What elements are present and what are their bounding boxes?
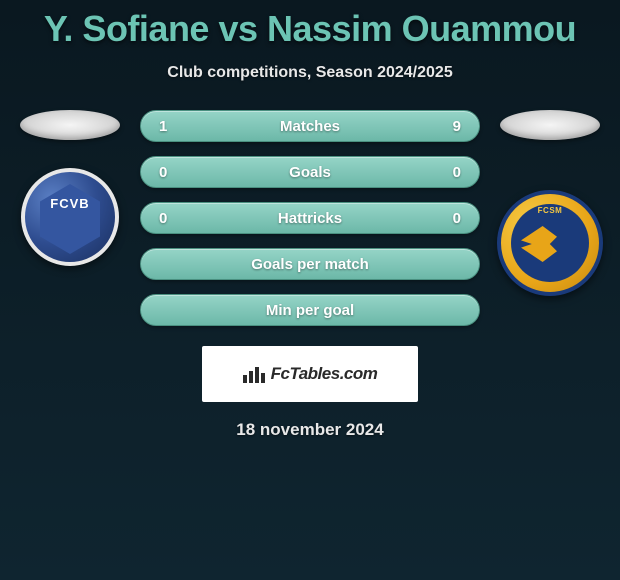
stat-right-value: 0 xyxy=(437,210,461,227)
player-right-column: FCSM xyxy=(500,110,600,296)
stat-left-value: 0 xyxy=(159,210,183,227)
stats-list: 1 Matches 9 0 Goals 0 0 Hattricks 0 Goal… xyxy=(140,110,480,326)
stat-right-value: 9 xyxy=(437,118,461,135)
stat-row: Min per goal xyxy=(140,294,480,326)
stat-row: 0 Goals 0 xyxy=(140,156,480,188)
stat-label: Goals per match xyxy=(251,256,369,273)
stat-label: Goals xyxy=(289,164,331,181)
stat-row: 0 Hattricks 0 xyxy=(140,202,480,234)
player-right-avatar xyxy=(500,110,600,140)
stat-left-value: 0 xyxy=(159,164,183,181)
stat-label: Hattricks xyxy=(278,210,342,227)
bars-icon xyxy=(243,365,265,383)
club-badge-right-text: FCSM xyxy=(501,206,599,215)
player-left-avatar xyxy=(20,110,120,140)
branding-box[interactable]: FcTables.com xyxy=(202,346,418,402)
stat-label: Matches xyxy=(280,118,340,135)
club-badge-right: FCSM xyxy=(497,190,603,296)
club-badge-left: FCVB xyxy=(21,168,119,266)
comparison-content: FCVB 1 Matches 9 0 Goals 0 0 Hattricks 0… xyxy=(0,110,620,326)
branding-text: FcTables.com xyxy=(271,364,378,384)
stat-left-value: 1 xyxy=(159,118,183,135)
player-left-column: FCVB xyxy=(20,110,120,266)
subtitle: Club competitions, Season 2024/2025 xyxy=(0,64,620,82)
club-badge-left-text: FCVB xyxy=(50,196,89,211)
stat-row: 1 Matches 9 xyxy=(140,110,480,142)
stat-label: Min per goal xyxy=(266,302,354,319)
page-title: Y. Sofiane vs Nassim Ouammou xyxy=(0,0,620,50)
stat-row: Goals per match xyxy=(140,248,480,280)
stat-right-value: 0 xyxy=(437,164,461,181)
date-label: 18 november 2024 xyxy=(0,420,620,440)
